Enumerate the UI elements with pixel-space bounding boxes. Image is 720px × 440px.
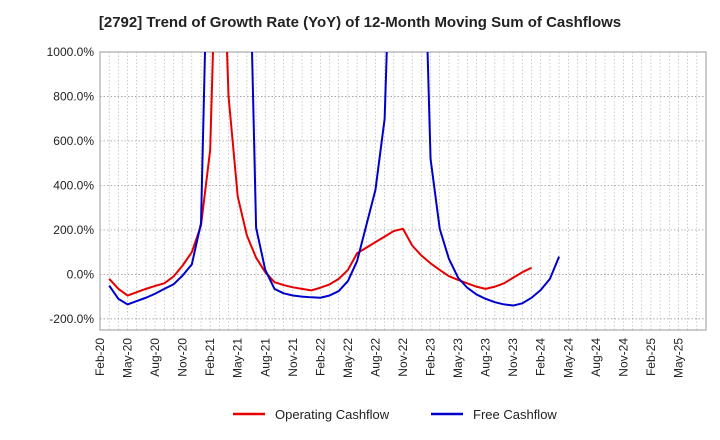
- y-tick-label: 1000.0%: [47, 45, 95, 59]
- x-tick-label: May-24: [561, 338, 575, 378]
- x-tick-label: Aug-23: [479, 338, 493, 377]
- y-tick-label: 800.0%: [53, 89, 94, 103]
- x-tick-label: Nov-20: [176, 338, 190, 377]
- legend-label: Free Cashflow: [473, 407, 557, 422]
- x-tick-label: Aug-24: [589, 338, 603, 377]
- y-tick-label: 600.0%: [53, 134, 94, 148]
- x-tick-label: Nov-21: [286, 338, 300, 377]
- y-tick-label: 400.0%: [53, 178, 94, 192]
- x-tick-label: Aug-21: [258, 338, 272, 377]
- x-tick-label: May-20: [121, 338, 135, 378]
- x-tick-label: Feb-21: [203, 338, 217, 376]
- x-tick-label: Feb-20: [93, 338, 107, 376]
- x-tick-label: Feb-24: [534, 338, 548, 376]
- y-tick-label: 200.0%: [53, 223, 94, 237]
- legend-label: Operating Cashflow: [275, 407, 390, 422]
- x-tick-label: Nov-24: [616, 338, 630, 377]
- x-tick-label: Nov-22: [396, 338, 410, 377]
- series-line-free-cashflow: [108, 52, 561, 307]
- chart-title: [2792] Trend of Growth Rate (YoY) of 12-…: [98, 14, 622, 31]
- x-tick-label: Feb-25: [644, 338, 658, 376]
- x-tick-label: Aug-20: [148, 338, 162, 377]
- x-tick-label: May-23: [451, 338, 465, 378]
- y-tick-label: 0.0%: [67, 267, 95, 281]
- x-tick-label: Aug-22: [368, 338, 382, 377]
- plot-frame: [99, 51, 707, 331]
- x-tick-label: Nov-23: [506, 338, 520, 377]
- x-tick-label: May-21: [231, 338, 245, 378]
- x-tick-label: Feb-22: [313, 338, 327, 376]
- y-tick-label: -200.0%: [49, 312, 94, 326]
- x-tick-label: May-25: [671, 338, 685, 378]
- x-tick-label: May-22: [341, 338, 355, 378]
- x-tick-label: Feb-23: [424, 338, 438, 376]
